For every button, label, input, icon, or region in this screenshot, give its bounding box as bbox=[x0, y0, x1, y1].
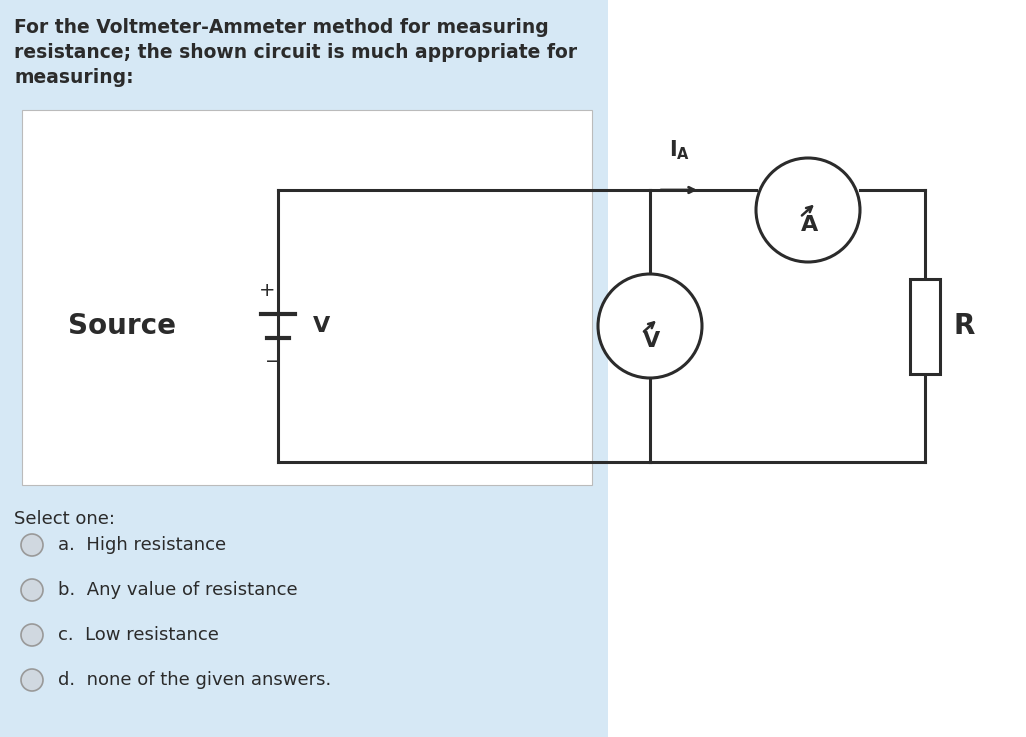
Circle shape bbox=[21, 534, 43, 556]
Text: $\mathbf{I}_\mathbf{A}$: $\mathbf{I}_\mathbf{A}$ bbox=[669, 139, 690, 162]
Text: A: A bbox=[801, 215, 819, 235]
FancyBboxPatch shape bbox=[608, 0, 1026, 737]
Circle shape bbox=[21, 579, 43, 601]
Circle shape bbox=[21, 624, 43, 646]
Text: R: R bbox=[954, 312, 976, 340]
Text: Source: Source bbox=[68, 312, 176, 340]
Text: a.  High resistance: a. High resistance bbox=[58, 536, 226, 554]
Text: Select one:: Select one: bbox=[14, 510, 115, 528]
Text: c.  Low resistance: c. Low resistance bbox=[58, 626, 219, 644]
Text: −: − bbox=[265, 352, 281, 371]
Text: For the Voltmeter-Ammeter method for measuring
resistance; the shown circuit is : For the Voltmeter-Ammeter method for mea… bbox=[14, 18, 577, 87]
Circle shape bbox=[21, 669, 43, 691]
Text: V: V bbox=[643, 331, 661, 351]
Circle shape bbox=[756, 158, 860, 262]
Text: V: V bbox=[313, 316, 330, 336]
Text: d.  none of the given answers.: d. none of the given answers. bbox=[58, 671, 331, 689]
FancyBboxPatch shape bbox=[910, 279, 940, 374]
FancyBboxPatch shape bbox=[0, 0, 608, 737]
Text: +: + bbox=[259, 281, 276, 300]
FancyBboxPatch shape bbox=[22, 110, 592, 485]
Text: b.  Any value of resistance: b. Any value of resistance bbox=[58, 581, 298, 599]
Circle shape bbox=[598, 274, 702, 378]
